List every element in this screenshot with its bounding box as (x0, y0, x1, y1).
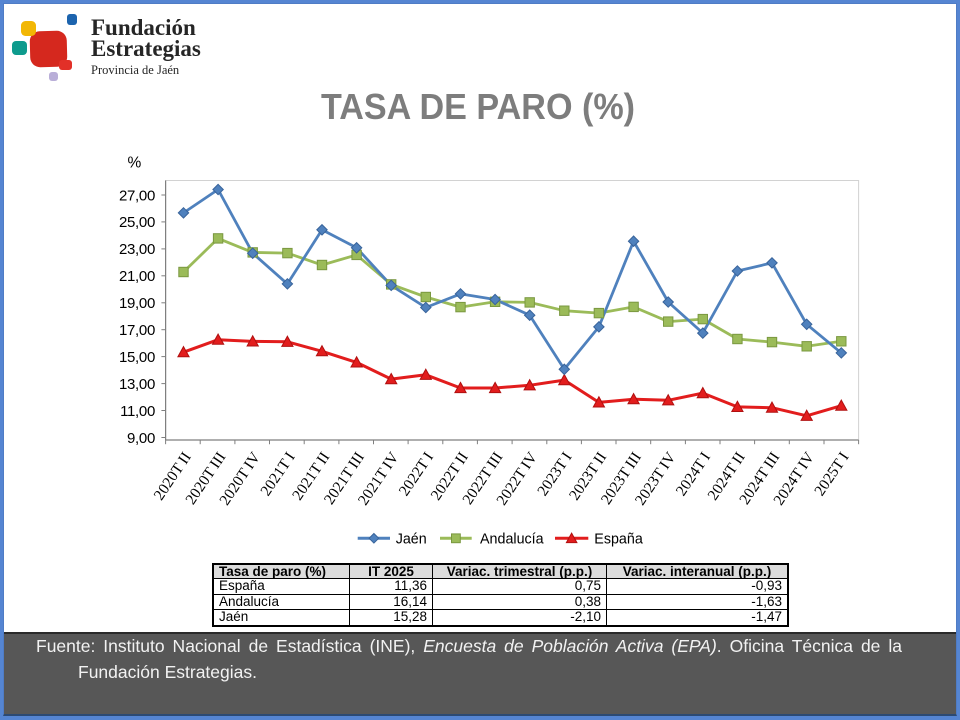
svg-text:15,00: 15,00 (119, 349, 155, 366)
svg-text:Jaén: Jaén (396, 532, 427, 548)
svg-text:2025T I: 2025T I (811, 449, 852, 499)
svg-text:27,00: 27,00 (119, 187, 155, 204)
svg-text:23,00: 23,00 (119, 241, 155, 258)
svg-text:%: % (128, 154, 142, 171)
svg-text:11,00: 11,00 (120, 403, 155, 420)
svg-text:17,00: 17,00 (119, 322, 155, 339)
svg-text:España: España (594, 532, 643, 548)
svg-text:21,00: 21,00 (119, 268, 155, 285)
svg-text:Andalucía: Andalucía (480, 532, 544, 548)
svg-text:25,00: 25,00 (119, 214, 155, 231)
svg-text:13,00: 13,00 (119, 376, 155, 393)
svg-text:19,00: 19,00 (119, 295, 155, 312)
svg-text:9,00: 9,00 (127, 430, 155, 447)
